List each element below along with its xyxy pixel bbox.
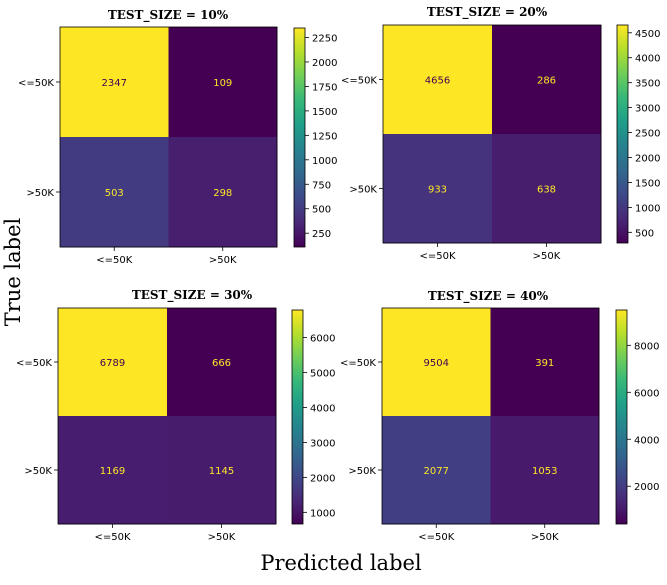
cell-value-label: 1145 <box>209 466 234 477</box>
cell-value-label: 933 <box>428 185 447 196</box>
colorbar-tick-label: 6000 <box>634 388 659 399</box>
cell-value-label: 638 <box>537 185 556 196</box>
colorbar-tick-label: 2250 <box>312 33 337 44</box>
matrix-cell <box>168 137 278 248</box>
cell-value-label: 298 <box>213 188 232 199</box>
colorbar-tick-label: 3000 <box>635 104 660 115</box>
cell-value-label: 666 <box>212 358 231 369</box>
matrix-cell <box>382 416 491 525</box>
y-axis-label: True label <box>1 217 25 326</box>
axes-frame <box>57 307 277 525</box>
confusion-matrix-panel-2: TEST_SIZE = 20% 4656 286 933 638 <=50K >50K <=5… <box>341 5 661 262</box>
colorbar-tick-label: 1000 <box>312 156 337 167</box>
colorbar-tick-label: 1000 <box>310 508 335 519</box>
cell-value-label: 6789 <box>100 358 125 369</box>
cell-value-label: 503 <box>105 188 124 199</box>
axes-frame <box>59 26 278 248</box>
cell-value-label: 2077 <box>424 466 449 477</box>
y-tick-label: >50K <box>348 466 376 477</box>
matrix-cell <box>490 416 600 525</box>
colorbar-tick-label: 8000 <box>634 341 659 352</box>
colorbar <box>293 27 306 248</box>
colorbar-tick-label: 5000 <box>310 369 335 380</box>
colorbar-tick-label: 4000 <box>310 403 335 414</box>
y-tick-label: >50K <box>349 185 377 196</box>
panel-title: TEST_SIZE = 30% <box>132 288 253 303</box>
colorbar-tick-label: 2000 <box>312 58 337 69</box>
x-tick-label: >50K <box>533 251 561 262</box>
cell-value-label: 4656 <box>425 76 450 87</box>
matrix-cell <box>167 308 277 417</box>
panel-title: TEST_SIZE = 40% <box>428 289 549 304</box>
cell-value-label: 391 <box>535 358 554 369</box>
x-axis-label: Predicted label <box>260 551 422 575</box>
x-tick-label: <=50K <box>96 255 132 266</box>
colorbar-tick-label: 4000 <box>634 435 659 446</box>
colorbar-tick-label: 500 <box>312 205 331 216</box>
colorbar-tick-label: 3500 <box>635 79 660 90</box>
colorbar-tick-label: 1250 <box>312 131 337 142</box>
y-tick-label: >50K <box>26 188 54 199</box>
cell-value-label: 109 <box>213 78 232 89</box>
axes-frame <box>381 307 600 525</box>
x-tick-label: >50K <box>209 255 237 266</box>
y-tick-label: <=50K <box>341 76 377 87</box>
cell-value-label: 286 <box>537 76 556 87</box>
matrix-cell <box>490 308 600 417</box>
colorbar-tick-label: 1000 <box>635 203 660 214</box>
matrix-cell <box>168 27 278 138</box>
colorbar-tick-label: 6000 <box>310 334 335 345</box>
matrix-cell <box>382 308 491 417</box>
colorbar-tick-label: 4500 <box>635 29 660 40</box>
matrix-cell <box>492 25 602 135</box>
x-tick-label: <=50K <box>418 532 454 543</box>
confusion-matrix-panel-1: TEST_SIZE = 10% 2347 109 503 298 <=50K >50K <=5… <box>18 8 338 266</box>
x-tick-label: >50K <box>208 532 236 543</box>
x-tick-label: >50K <box>531 532 559 543</box>
x-tick-label: <=50K <box>419 251 455 262</box>
axes-frame <box>382 24 602 244</box>
matrix-cell <box>60 27 169 138</box>
matrix-cell <box>383 134 493 244</box>
y-tick-label: >50K <box>24 466 52 477</box>
colorbar-tick-label: 250 <box>312 229 331 240</box>
colorbar <box>616 24 629 244</box>
matrix-cell <box>58 308 168 417</box>
colorbar <box>615 309 628 525</box>
colorbar-tick-label: 1500 <box>635 178 660 189</box>
cell-value-label: 2347 <box>102 78 127 89</box>
colorbar-tick-label: 2000 <box>310 473 335 484</box>
colorbar-tick-label: 500 <box>635 228 654 239</box>
cell-value-label: 1169 <box>100 466 125 477</box>
colorbar-tick-label: 2500 <box>635 129 660 140</box>
matrix-cell <box>167 416 277 525</box>
colorbar-tick-label: 3000 <box>310 438 335 449</box>
colorbar-tick-label: 2000 <box>635 153 660 164</box>
matrix-cell <box>492 134 602 244</box>
cell-value-label: 1053 <box>532 466 557 477</box>
colorbar <box>291 309 304 525</box>
x-tick-label: <=50K <box>94 532 130 543</box>
colorbar-tick-label: 750 <box>312 180 331 191</box>
panel-title: TEST_SIZE = 20% <box>427 5 548 20</box>
matrix-cell <box>58 416 168 525</box>
cell-value-label: 9504 <box>424 358 449 369</box>
panel-title: TEST_SIZE = 10% <box>108 8 229 23</box>
matrix-cell <box>60 137 169 248</box>
colorbar-tick-label: 2000 <box>634 482 659 493</box>
confusion-matrix-panel-3: TEST_SIZE = 30% 6789 666 1169 1145 <=50K >50K <… <box>16 288 336 543</box>
y-tick-label: <=50K <box>16 358 52 369</box>
matrix-cell <box>383 25 493 135</box>
colorbar-tick-label: 1750 <box>312 82 337 93</box>
y-tick-label: <=50K <box>340 358 376 369</box>
confusion-matrix-panel-4: TEST_SIZE = 40% 9504 391 2077 1053 <=50K >50K <… <box>340 289 660 543</box>
colorbar-tick-label: 4000 <box>635 54 660 65</box>
colorbar-tick-label: 1500 <box>312 107 337 118</box>
y-tick-label: <=50K <box>18 78 54 89</box>
